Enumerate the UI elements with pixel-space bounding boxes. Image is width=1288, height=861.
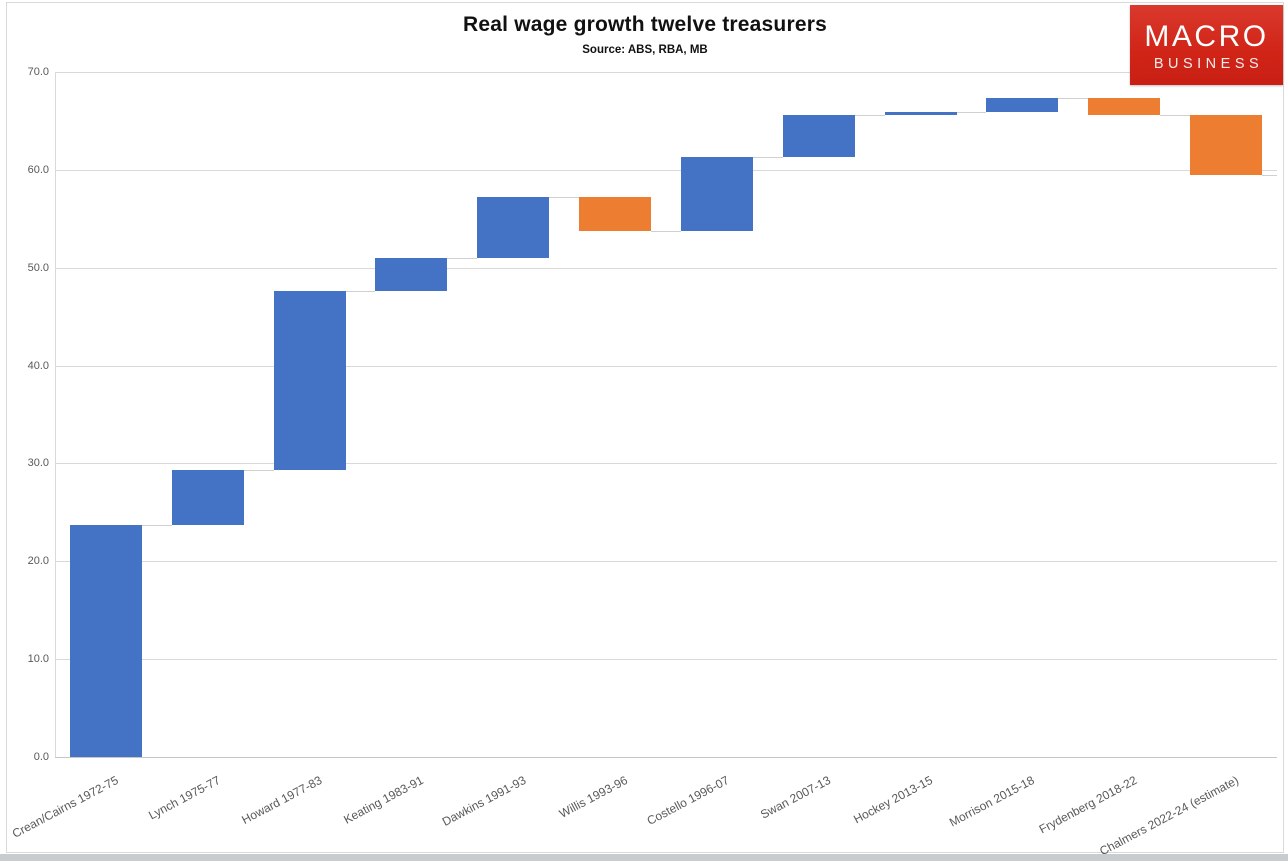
waterfall-bar (782, 115, 855, 158)
y-axis-tick-label: 60.0 (27, 163, 49, 176)
waterfall-bar (69, 525, 142, 757)
x-axis-category-label: Keating 1983-91 (341, 773, 426, 827)
chart-frame: Real wage growth twelve treasurers Sourc… (6, 2, 1284, 858)
connector-line (1262, 174, 1277, 176)
y-axis-tick-label: 10.0 (27, 653, 49, 666)
gridline (55, 463, 1277, 465)
waterfall-bar (884, 112, 957, 116)
y-axis-tick-label: 70.0 (27, 66, 49, 78)
connector-line (651, 230, 681, 232)
connector-line (549, 197, 580, 199)
waterfall-bar (579, 197, 652, 231)
waterfall-bar (273, 291, 346, 471)
plot-area: 0.0 10.0 20.0 30.0 40.0 50.0 60.0 70.0 Crean/Cai… (10, 66, 1277, 858)
waterfall-bar (680, 157, 753, 231)
x-axis-category-label: Crean/Cairns 1972-75 (9, 773, 121, 841)
connector-line (854, 115, 885, 117)
connector-line (752, 157, 783, 159)
x-axis-category-label: Hockey 2013-15 (851, 773, 936, 827)
gridline (55, 267, 1277, 269)
connector-line (1160, 115, 1191, 117)
y-axis-tick-label: 0.0 (33, 751, 49, 763)
logo-text-macro: MACRO (1144, 19, 1269, 53)
waterfall-bar (1190, 115, 1263, 175)
gridline (55, 659, 1277, 661)
connector-line (956, 112, 987, 114)
x-axis-category-label: Morrison 2015-18 (947, 773, 1037, 830)
waterfall-bar (1088, 98, 1161, 116)
waterfall-bar (986, 98, 1059, 113)
waterfall-bar (375, 257, 448, 292)
macrobusiness-logo: MACRO BUSINESS (1130, 5, 1283, 85)
x-axis-category-label: Swan 2007-13 (758, 773, 834, 822)
chart-subtitle: Source: ABS, RBA, MB (582, 44, 708, 56)
y-axis-line (55, 72, 56, 757)
footer-strip (0, 854, 1288, 861)
x-axis-category-label: Lynch 1975-77 (146, 773, 223, 823)
chart-title: Real wage growth twelve treasurers (463, 13, 827, 36)
x-axis-category-label: Costello 1996-07 (644, 773, 732, 828)
y-axis-tick-label: 40.0 (27, 359, 49, 372)
y-axis-tick-label: 20.0 (27, 555, 49, 568)
connector-line (345, 291, 376, 293)
y-axis-tick-label: 50.0 (27, 261, 49, 274)
connector-line (447, 257, 478, 259)
connector-line (1058, 98, 1089, 100)
x-axis-category-label: Frydenberg 2018-22 (1036, 773, 1139, 837)
gridline (55, 561, 1277, 563)
waterfall-bar (477, 197, 550, 258)
gridline (55, 72, 1277, 73)
gridline (55, 169, 1277, 171)
x-axis-category-label: Dawkins 1991-93 (439, 773, 528, 829)
gridline (55, 365, 1277, 367)
connector-line (243, 470, 274, 472)
x-axis-category-label: Howard 1977-83 (239, 773, 325, 828)
x-axis-category-label: Willis 1993-96 (556, 773, 630, 821)
gridline (55, 757, 1277, 758)
waterfall-bar (171, 470, 244, 526)
connector-line (141, 525, 172, 527)
y-axis-tick-label: 30.0 (27, 457, 49, 470)
logo-text-business: BUSINESS (1153, 55, 1264, 72)
